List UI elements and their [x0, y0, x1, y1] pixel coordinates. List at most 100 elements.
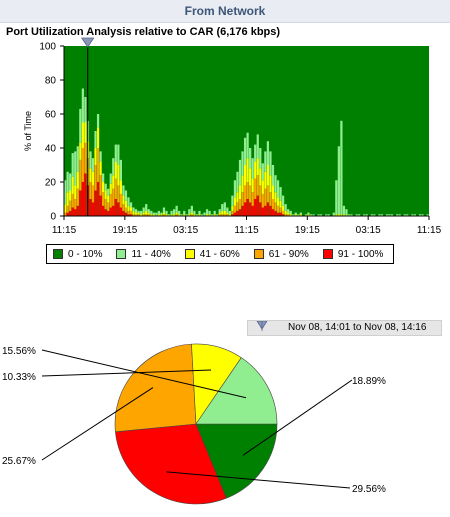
bar-segment [261, 193, 264, 208]
bar-segment [109, 183, 112, 194]
bar-segment [172, 214, 176, 216]
bar-segment [398, 214, 401, 216]
y-tick-label: 60 [45, 110, 57, 121]
legend-swatch [184, 249, 195, 259]
bar-segment [327, 214, 330, 216]
pie-slice [195, 423, 278, 499]
bar-segment [256, 158, 259, 176]
bar-segment [223, 210, 226, 215]
bar-segment [365, 214, 368, 216]
bar-segment [71, 193, 74, 208]
bar-segment [347, 214, 351, 216]
legend-label: 11 - 40% [131, 248, 171, 260]
bar-segment [228, 210, 231, 215]
bar-segment [102, 173, 105, 182]
bar-segment [385, 214, 389, 216]
section-header: From Network [0, 0, 450, 23]
bar-segment [249, 185, 252, 203]
bar-segment [208, 214, 211, 216]
bar-segment [213, 214, 216, 216]
bar-segment [271, 185, 275, 199]
bar-segment [203, 212, 206, 216]
bar-segment [241, 192, 244, 206]
bar-segment [162, 207, 166, 213]
bar-segment [281, 214, 285, 216]
bar-segment [134, 209, 138, 213]
bar-segment [256, 134, 259, 159]
bar-segment [145, 214, 148, 216]
y-axis-label: % of Time [23, 111, 33, 151]
bar-segment [246, 199, 249, 216]
bar-segment [403, 214, 406, 216]
pie-leader-line [41, 387, 154, 461]
y-tick-label: 40 [45, 144, 57, 155]
legend-label: 61 - 90% [268, 248, 309, 260]
bar-segment [102, 192, 105, 206]
bar-segment [373, 214, 376, 216]
x-tick-label: 11:15 [52, 225, 77, 236]
bar-segment [109, 207, 112, 216]
bar-segment [426, 214, 429, 216]
bar-segment [266, 141, 270, 165]
bar-segment [81, 148, 84, 182]
bar-segment [294, 214, 297, 216]
pie-leader-line [41, 349, 247, 399]
bar-segment [127, 210, 130, 215]
bar-segment [241, 151, 244, 176]
bar-segment [190, 212, 193, 215]
pie-slice [195, 357, 278, 425]
bar-segment [284, 210, 287, 215]
bar-segment [218, 214, 221, 216]
bar-segment [271, 165, 275, 186]
bar-segment [289, 210, 292, 215]
pie-leader-line [41, 369, 212, 377]
bar-segment [157, 214, 161, 216]
bar-segment [117, 185, 120, 203]
bar-segment [223, 214, 226, 216]
time-range-bar: Nov 08, 14:01 to Nov 08, 14:16 [247, 320, 442, 336]
x-tick-label: 11:15 [234, 225, 259, 236]
bar-segment [276, 197, 280, 206]
bar-segment [276, 212, 280, 216]
bar-segment [140, 214, 143, 216]
x-tick-label: 03:15 [356, 225, 381, 236]
bar-segment [246, 182, 249, 199]
bar-segment [271, 209, 275, 216]
bar-segment [238, 199, 242, 210]
bar-segment [198, 210, 201, 215]
bar-segment [104, 190, 107, 199]
bar-segment [124, 212, 128, 216]
bar-segment [264, 205, 267, 216]
bar-segment [193, 214, 196, 216]
bar-segment [129, 207, 133, 211]
bar-segment [178, 214, 181, 216]
bar-segment [134, 214, 138, 216]
legend-swatch [253, 249, 264, 259]
bar-segment [335, 180, 338, 215]
bar-segment [241, 175, 244, 193]
bar-segment [390, 214, 394, 216]
bar-segment [238, 185, 242, 199]
bar-segment [124, 190, 128, 201]
bar-segment [221, 214, 224, 216]
x-tick-label: 03:15 [173, 225, 198, 236]
bar-segment [119, 193, 122, 208]
bar-segment [76, 188, 79, 206]
bar-segment [71, 176, 74, 194]
bar-segment [102, 182, 105, 193]
bar-segment [89, 168, 92, 182]
bar-segment [129, 202, 133, 208]
bar-segment [340, 214, 343, 216]
bar-segment [256, 195, 259, 216]
bar-segment [107, 202, 110, 211]
bar-segment [79, 190, 82, 216]
bar-segment [259, 202, 262, 216]
bar-segment [269, 151, 272, 176]
bar-segment [269, 205, 272, 216]
range-marker-icon[interactable] [256, 321, 268, 331]
bar-segment [228, 214, 231, 216]
bar-segment [102, 205, 105, 216]
bar-segment [221, 204, 224, 211]
bar-segment [64, 204, 67, 213]
